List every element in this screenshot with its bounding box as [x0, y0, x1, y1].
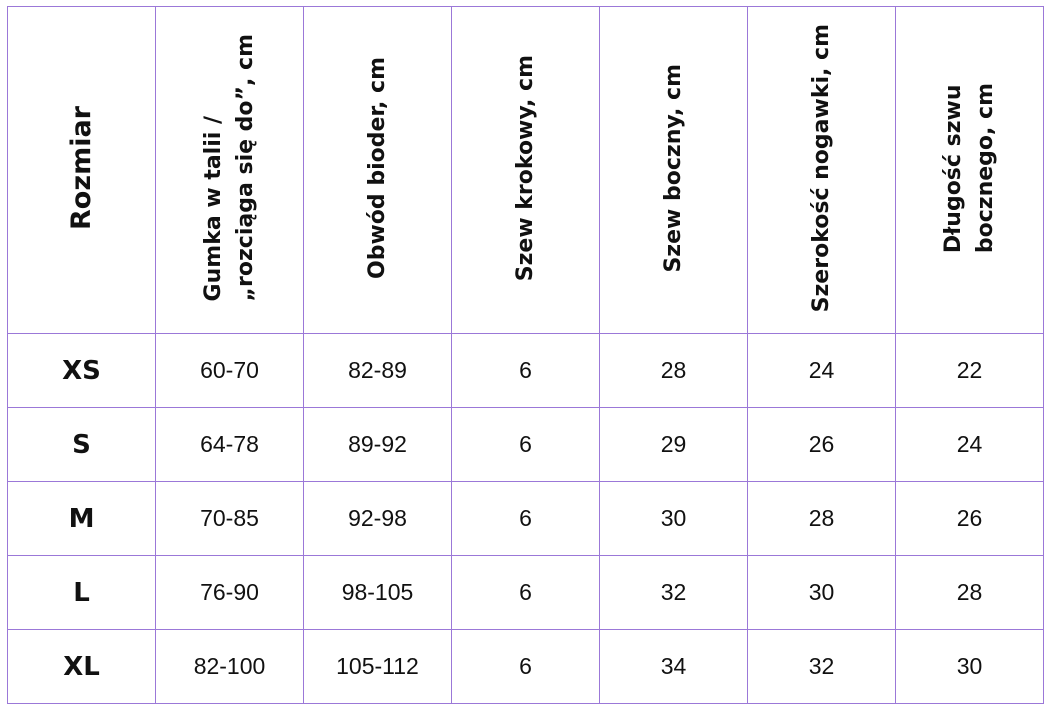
header-waist-elastic: Gumka w talii / „rozciąga się do”, cm: [155, 6, 304, 334]
header-leg-width: Szerokość nogawki, cm: [747, 6, 896, 334]
header-crotch-seam: Szew krokowy, cm: [451, 6, 600, 334]
size-cell: S: [7, 407, 156, 482]
table-cell: 70-85: [155, 481, 304, 556]
size-cell: XS: [7, 333, 156, 408]
table-cell: 105-112: [303, 629, 452, 704]
table-cell: 34: [599, 629, 748, 704]
table-cell: 24: [747, 333, 896, 408]
table-cell: 32: [747, 629, 896, 704]
table-cell: 92-98: [303, 481, 452, 556]
table-cell: 26: [747, 407, 896, 482]
header-waist-elastic-line1: Gumka w talii /: [200, 116, 226, 302]
table-cell: 82-89: [303, 333, 452, 408]
table-cell: 29: [599, 407, 748, 482]
table-cell: 32: [599, 555, 748, 630]
table-cell: 89-92: [303, 407, 452, 482]
size-cell: XL: [7, 629, 156, 704]
table-row: XL 82-100 105-112 6 34 32 30: [7, 629, 1044, 704]
table-cell: 30: [599, 481, 748, 556]
table-cell: 30: [895, 629, 1044, 704]
header-row: Rozmiar Gumka w talii / „rozciąga się do…: [7, 6, 1044, 334]
size-cell: M: [7, 481, 156, 556]
header-crotch-seam-label: Szew krokowy, cm: [512, 54, 538, 282]
table-cell: 28: [599, 333, 748, 408]
table-cell: 6: [451, 481, 600, 556]
table-cell: 64-78: [155, 407, 304, 482]
header-size-label: Rozmiar: [65, 106, 97, 230]
header-hip-circumference: Obwód bioder, cm: [303, 6, 452, 334]
table-row: M 70-85 92-98 6 30 28 26: [7, 481, 1044, 556]
header-side-seam-label: Szew boczny, cm: [660, 63, 686, 273]
size-cell: L: [7, 555, 156, 630]
table-cell: 6: [451, 407, 600, 482]
table-cell: 26: [895, 481, 1044, 556]
table-cell: 76-90: [155, 555, 304, 630]
table-cell: 22: [895, 333, 1044, 408]
header-side-seam-length-line1: Długość szwu: [940, 84, 966, 254]
table-cell: 6: [451, 629, 600, 704]
header-side-seam-length-line2: bocznego, cm: [972, 82, 998, 254]
header-leg-width-label: Szerokość nogawki, cm: [808, 23, 834, 313]
table-cell: 28: [747, 481, 896, 556]
table-cell: 60-70: [155, 333, 304, 408]
table-cell: 82-100: [155, 629, 304, 704]
table-row: XS 60-70 82-89 6 28 24 22: [7, 333, 1044, 408]
table-cell: 30: [747, 555, 896, 630]
table-cell: 6: [451, 555, 600, 630]
table-cell: 24: [895, 407, 1044, 482]
table-row: S 64-78 89-92 6 29 26 24: [7, 407, 1044, 482]
header-waist-elastic-line2: „rozciąga się do”, cm: [232, 34, 258, 302]
table-row: L 76-90 98-105 6 32 30 28: [7, 555, 1044, 630]
header-hip-circumference-label: Obwód bioder, cm: [364, 57, 390, 279]
header-size: Rozmiar: [7, 6, 156, 334]
size-chart-table: Rozmiar Gumka w talii / „rozciąga się do…: [7, 6, 1044, 704]
header-side-seam-length: Długość szwu bocznego, cm: [895, 6, 1044, 334]
table-cell: 28: [895, 555, 1044, 630]
table-cell: 98-105: [303, 555, 452, 630]
header-side-seam: Szew boczny, cm: [599, 6, 748, 334]
table-cell: 6: [451, 333, 600, 408]
